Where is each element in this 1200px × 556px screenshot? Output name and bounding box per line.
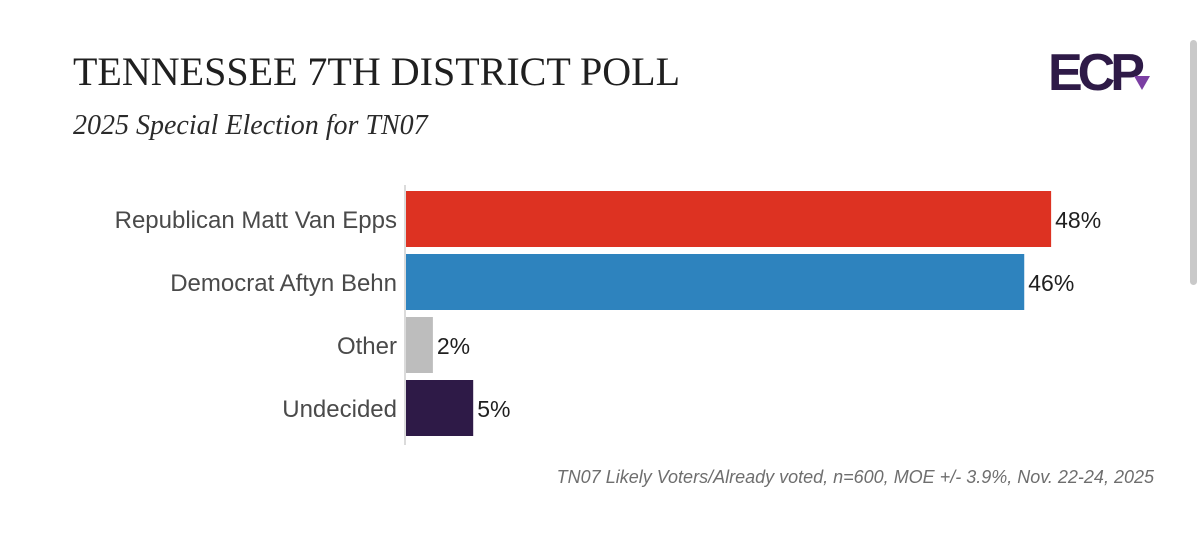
value-label-republican-matt-van-epps: 48% (1055, 207, 1101, 233)
ecp-logo: ECP (1048, 46, 1150, 94)
ecp-logo-text: ECP (1048, 46, 1143, 94)
value-label-other: 2% (437, 333, 470, 359)
ecp-logo-accent (1134, 76, 1150, 90)
bar-other (406, 317, 433, 373)
bar-democrat-aftyn-behn (406, 254, 1025, 310)
category-label-democrat-aftyn-behn: Democrat Aftyn Behn (170, 270, 397, 297)
bar-undecided (406, 380, 474, 436)
chart-footnote: TN07 Likely Voters/Already voted, n=600,… (556, 467, 1154, 487)
value-label-undecided: 5% (477, 396, 510, 422)
chart-subtitle: 2025 Special Election for TN07 (73, 110, 428, 141)
category-label-republican-matt-van-epps: Republican Matt Van Epps (115, 207, 397, 234)
category-label-other: Other (337, 333, 397, 360)
vertical-scrollbar[interactable] (1190, 40, 1197, 285)
category-label-undecided: Undecided (282, 396, 397, 423)
chart-title: TENNESSEE 7TH DISTRICT POLL (73, 49, 681, 94)
bar-republican-matt-van-epps (406, 191, 1052, 247)
value-label-democrat-aftyn-behn: 46% (1028, 270, 1074, 296)
